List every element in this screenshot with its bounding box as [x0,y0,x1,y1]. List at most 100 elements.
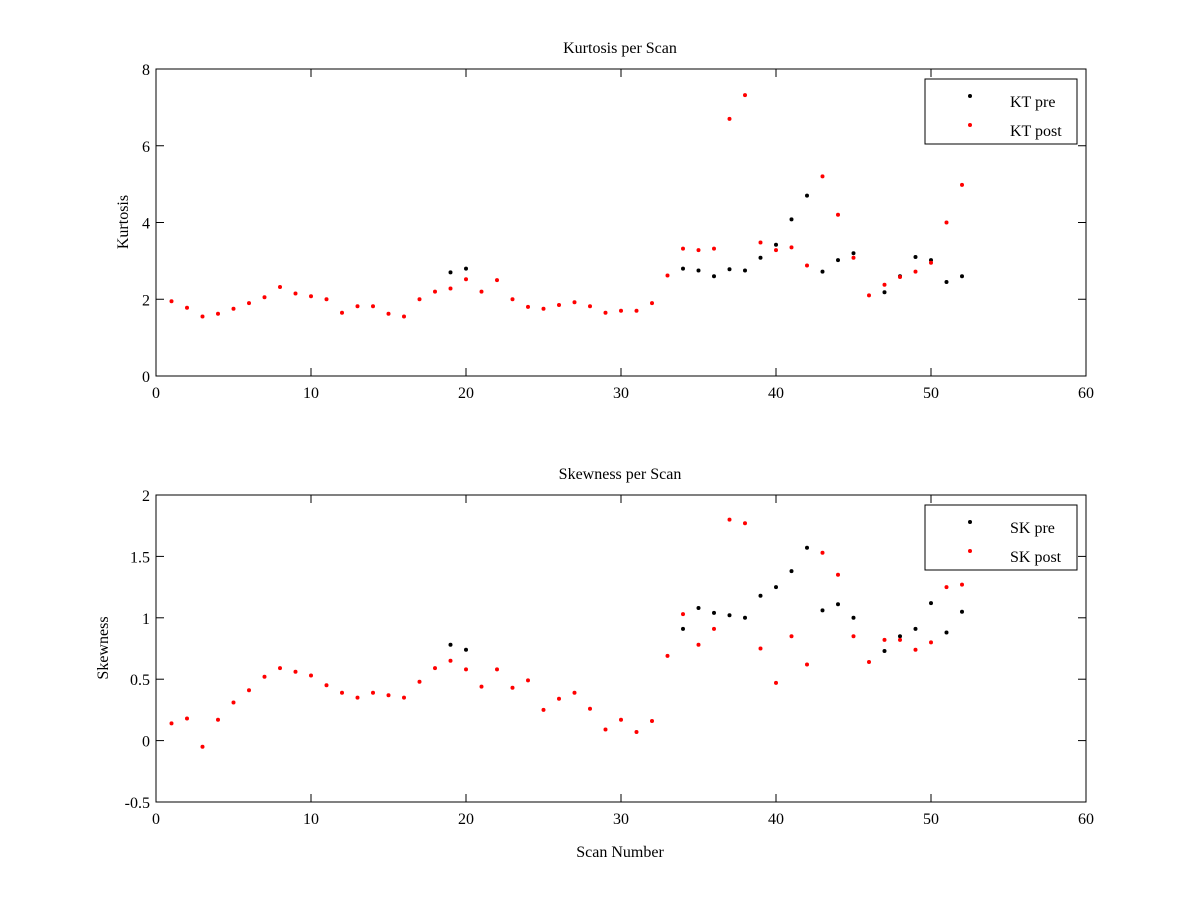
skewness-y-tick-label: 2 [142,488,150,505]
kurtosis-axes: Kurtosis per Scan Kurtosis 0 10 20 30 40 50 60… [115,40,1094,402]
kurtosis-plot-frame [155,68,1087,377]
kurtosis-y-axis-label: Kurtosis [115,195,132,249]
skewness-y-tick-label: -0.5 [125,795,150,812]
kt-post-point [603,310,608,315]
kt-pre-point [758,255,763,260]
sk-post-point [805,662,809,667]
sk-pre-point [944,630,949,635]
sk-pre-point [882,649,887,653]
kt-pre-point [743,268,747,273]
kt-post-point [541,306,546,311]
kt-post-point [355,304,360,309]
kurtosis-x-tick-label: 50 [923,385,939,402]
kt-post-point [960,182,964,187]
sk-pre-point [758,593,763,598]
skewness-y-tick-label: 0 [142,734,150,751]
kurtosis-x-tick-label: 30 [613,385,629,402]
sk-pre-point [696,606,701,610]
sk-post-point [293,669,298,674]
kurtosis-y-tick-label: 0 [142,369,150,386]
kt-pre-point [712,274,716,279]
sk-post-point [867,660,871,664]
kt-pre-point [944,280,949,284]
sk-post-point [200,744,205,749]
kurtosis-y-tick-label: 4 [142,216,150,233]
sk-pre-point [898,634,902,639]
kt-post-point [557,303,561,307]
kt-post-point [231,306,236,311]
sk-pre-point [851,615,856,620]
kt-post-point [340,310,344,315]
sk-post-point [479,684,484,689]
skewness-marks [169,517,964,749]
kt-post-point [789,245,794,250]
sk-post-point [712,626,716,631]
sk-post-point [557,696,561,701]
kt-pre-point [789,217,794,222]
kurtosis-y-tick-label: 6 [142,139,150,156]
sk-post-point [882,637,887,642]
sk-post-point [278,666,282,671]
sk-post-point [309,673,313,678]
sk-post-point [588,706,592,711]
sk-post-point [681,612,685,617]
skewness-y-tick-label: 0.5 [130,672,150,689]
kt-post-point [650,301,654,306]
kt-pre-point [681,266,685,271]
sk-pre-point [960,609,964,614]
kt-post-point [464,277,468,282]
skewness-axes: Skewness per Scan Skewness Scan Number 0… [95,466,1094,861]
sk-post-point [355,695,360,700]
sk-post-point [758,646,763,651]
kt-post-point [247,301,251,306]
sk-post-point [541,707,546,712]
kt-post-point [898,275,902,279]
sk-post-point [247,688,251,693]
kt-post-point [185,305,189,310]
kt-post-point [262,295,267,300]
kt-post-point [743,93,747,98]
kurtosis-legend-box [924,78,1078,145]
sk-post-point [231,700,236,705]
kt-pre-legend-label: KT pre [1010,94,1055,111]
skewness-ticks: 0 10 20 30 40 50 60-0.500.511.52 [125,488,1094,828]
kt-post-point [417,297,422,302]
skewness-y-tick-label: 1.5 [130,549,150,566]
sk-post-legend-label: SK post [1010,549,1062,566]
skewness-x-tick-label: 50 [923,811,939,828]
skewness-plot-frame [155,494,1087,803]
kt-post-point [758,240,763,245]
sk-pre-point [727,613,732,618]
sk-post-point [216,717,220,722]
kt-post-point [851,255,856,260]
sk-post-point [448,658,453,663]
sk-post-point [743,521,747,526]
kt-post-point [448,286,453,291]
sk-pre-point [464,647,468,652]
kt-post-point [619,308,623,313]
kt-post-point [712,246,716,251]
kt-pre-point [696,268,701,273]
sk-pre-point [929,601,933,606]
sk-post-point [185,716,189,721]
sk-pre-legend-label: SK pre [1010,520,1055,537]
kt-post-point [913,269,918,274]
sk-post-point [433,666,437,671]
sk-post-point [960,582,964,587]
kt-post-point [200,314,205,319]
kt-post-point [324,297,329,302]
kt-post-point [510,297,515,302]
kt-pre-point [882,290,887,295]
kt-post-point [665,273,670,278]
kt-post-point [479,289,484,294]
kurtosis-y-tick-label: 8 [142,62,150,79]
sk-pre-point [836,602,840,607]
sk-post-point [169,721,174,726]
kt-post-point [309,294,313,299]
skewness-x-tick-label: 0 [152,811,160,828]
kt-post-point [836,212,840,217]
sk-post-point [727,517,732,522]
sk-pre-point [913,626,918,631]
kt-post-point [572,300,577,305]
sk-pre-point [805,545,809,550]
